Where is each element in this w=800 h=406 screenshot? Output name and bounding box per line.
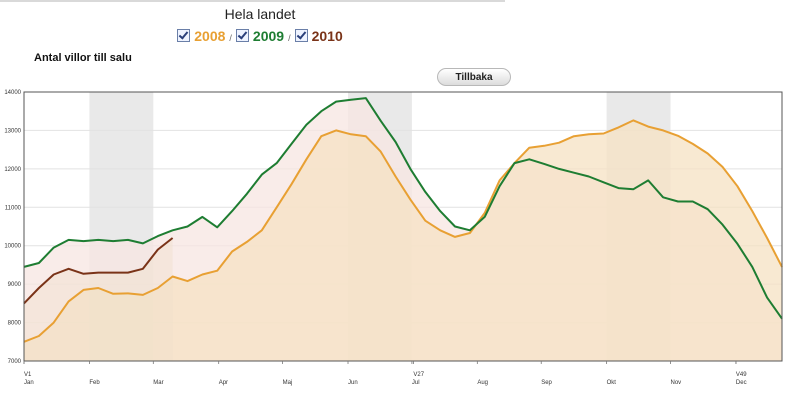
series-area-2008 [24, 120, 782, 362]
x-tick-label: Aug [477, 380, 488, 386]
year-label-2010: 2010 [311, 28, 343, 44]
chart-plot: 7000 8000 9000 10000 11000 12000 13000 14000 V1 J… [4, 90, 783, 386]
series-line-2010 [23, 237, 174, 305]
year-selector: 2008 / 2009 / 2010 [0, 28, 520, 44]
year-separator: / [288, 33, 291, 43]
series-line-2009 [23, 97, 783, 320]
year-separator: / [229, 33, 232, 43]
series-area-2010 [24, 238, 173, 361]
x-tick-label: V49 [736, 372, 747, 378]
year-toggle-2008[interactable]: 2008 [177, 28, 225, 44]
y-tick-label: 12000 [4, 167, 21, 173]
year-label-2009: 2009 [252, 28, 285, 44]
checkbox-2008[interactable] [177, 29, 191, 42]
y-tick-label: 9000 [8, 282, 22, 288]
x-tick-label: Okt [607, 380, 617, 386]
x-tick-label: Maj [283, 380, 293, 386]
x-tick-label: Feb [89, 380, 100, 386]
y-tick-label: 8000 [8, 321, 22, 327]
x-tick-label: Apr [219, 380, 228, 386]
year-label-2008: 2008 [194, 28, 226, 44]
x-tick-label: V27 [413, 372, 424, 378]
top-divider [0, 0, 505, 2]
x-tick-label: Mar [153, 380, 163, 386]
y-tick-label: 13000 [4, 128, 21, 134]
y-tick-label: 11000 [5, 205, 22, 211]
series-line-2008 [23, 119, 783, 343]
x-tick-label: Nov [671, 380, 682, 386]
year-toggle-2009[interactable]: 2009 [235, 28, 285, 44]
back-button[interactable]: Tillbaka [437, 68, 511, 86]
x-tick-label: V1 [24, 372, 32, 378]
x-tick-label: Jun [348, 380, 358, 386]
year-toggle-2010[interactable]: 2010 [294, 28, 343, 44]
x-tick-label: Jan [24, 380, 34, 386]
x-tick-label: Jul [412, 380, 420, 386]
region-title: Hela landet [224, 6, 296, 22]
checkbox-2010[interactable] [294, 29, 308, 42]
y-tick-label: 7000 [8, 359, 22, 365]
plot-frame [23, 91, 783, 362]
chart-title: Antal villor till salu [34, 52, 132, 64]
y-tick-label: 14000 [4, 90, 21, 96]
checkbox-2009[interactable] [235, 29, 249, 42]
x-tick-label: Dec [736, 380, 747, 386]
y-tick-label: 10000 [4, 244, 21, 250]
x-tick-label: Sep [541, 380, 552, 386]
